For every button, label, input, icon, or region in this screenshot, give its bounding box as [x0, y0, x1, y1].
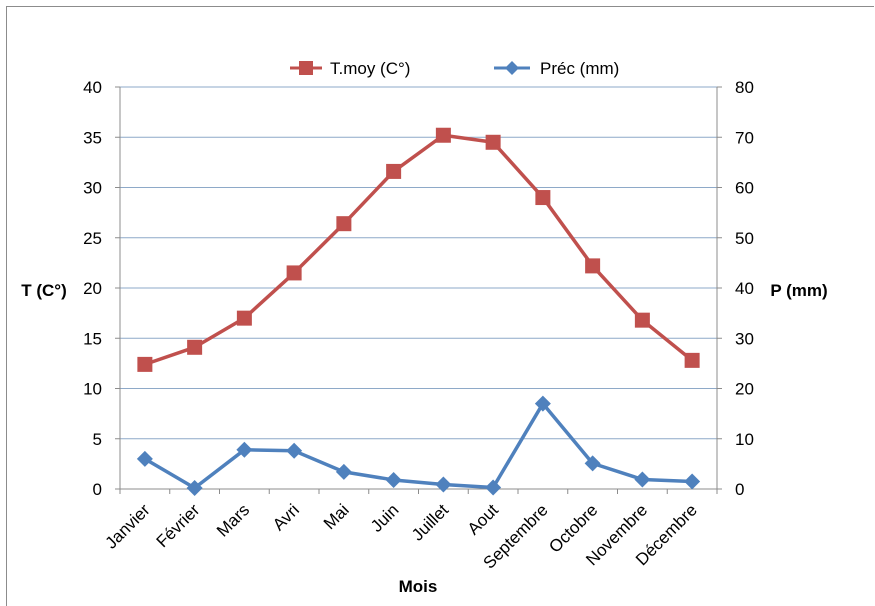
- legend-label-precipitation: Préc (mm): [540, 59, 619, 78]
- left-tick-label: 35: [83, 128, 102, 147]
- right-tick-label: 20: [735, 380, 754, 399]
- x-tick-label: Février: [153, 500, 204, 551]
- data-point-precipitation: [236, 441, 253, 458]
- left-axis-ticks: 0 5 10 15 20 25 30 35 40: [83, 78, 102, 499]
- data-point-precipitation: [485, 479, 502, 496]
- right-tick-label: 70: [735, 128, 754, 147]
- right-axis-ticks: 0 10 20 30 40 50 60 70 80: [735, 78, 754, 499]
- right-tick-label: 30: [735, 329, 754, 348]
- data-point-temperature: [435, 127, 451, 143]
- left-tick-label: 0: [93, 480, 102, 499]
- data-point-precipitation: [684, 473, 701, 490]
- left-tick-label: 20: [83, 279, 102, 298]
- right-tick-label: 80: [735, 78, 754, 97]
- x-axis-title: Mois: [399, 577, 438, 596]
- axes: [115, 86, 722, 494]
- data-point-temperature: [485, 134, 501, 150]
- left-tick-label: 10: [83, 380, 102, 399]
- left-tick-label: 30: [83, 179, 102, 198]
- data-point-precipitation: [385, 471, 402, 488]
- series-line-precipitation: [143, 401, 693, 490]
- right-tick-label: 50: [735, 229, 754, 248]
- data-point-temperature: [137, 356, 153, 372]
- data-point-precipitation: [286, 442, 303, 459]
- data-point-precipitation: [534, 395, 551, 412]
- data-point-precipitation: [584, 455, 601, 472]
- chart-frame: [6, 6, 874, 606]
- y-axis-left-title: T (C°): [21, 281, 67, 300]
- legend-marker-precipitation: [505, 61, 519, 75]
- data-point-temperature: [236, 310, 252, 326]
- data-point-temperature: [336, 216, 352, 232]
- data-point-temperature: [187, 339, 203, 355]
- data-point-precipitation: [435, 476, 452, 493]
- right-tick-label: 60: [735, 179, 754, 198]
- x-tick-label: Mars: [213, 500, 253, 540]
- series-line-temperature: [144, 133, 694, 367]
- data-point-precipitation: [186, 479, 203, 496]
- left-tick-label: 5: [93, 430, 102, 449]
- x-tick-label: Janvier: [102, 500, 154, 552]
- right-tick-label: 0: [735, 480, 744, 499]
- data-point-temperature: [634, 312, 650, 328]
- data-point-temperature: [535, 190, 551, 206]
- left-tick-label: 40: [83, 78, 102, 97]
- data-point-precipitation: [634, 471, 651, 488]
- data-point-temperature: [684, 352, 700, 368]
- legend-marker-temperature: [299, 61, 313, 75]
- x-tick-label: Aout: [464, 500, 502, 538]
- right-tick-label: 10: [735, 430, 754, 449]
- gridlines: [120, 86, 717, 440]
- x-tick-label: Juillet: [408, 500, 452, 544]
- data-point-temperature: [585, 258, 601, 274]
- data-point-temperature: [286, 265, 302, 281]
- legend: T.moy (C°) Préc (mm): [290, 59, 619, 78]
- data-point-precipitation: [335, 463, 352, 480]
- x-tick-label: Mai: [320, 500, 353, 533]
- x-tick-label: Avri: [269, 500, 303, 534]
- x-tick-label: Juin: [367, 500, 402, 535]
- legend-label-temperature: T.moy (C°): [330, 59, 410, 78]
- series: [136, 127, 701, 496]
- data-point-precipitation: [136, 450, 153, 467]
- left-tick-label: 25: [83, 229, 102, 248]
- y-axis-right-title: P (mm): [770, 281, 827, 300]
- data-point-temperature: [386, 163, 402, 179]
- right-tick-label: 40: [735, 279, 754, 298]
- left-tick-label: 15: [83, 329, 102, 348]
